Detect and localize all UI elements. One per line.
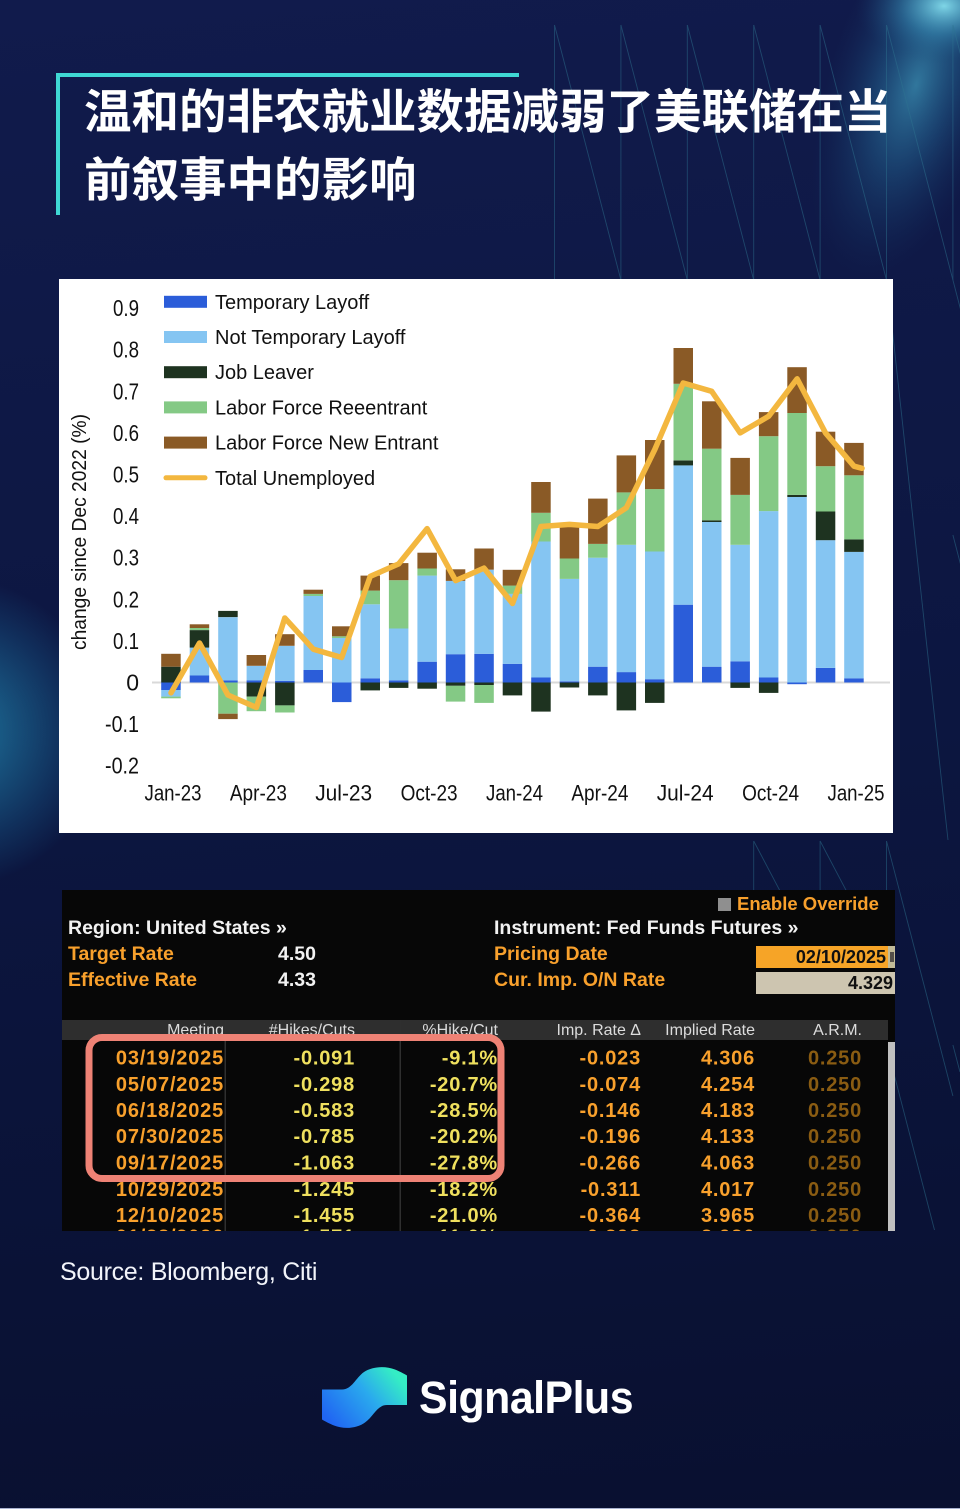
svg-text:-0.091: -0.091 <box>293 1048 355 1070</box>
svg-text:0.5: 0.5 <box>113 462 139 488</box>
svg-text:Cur. Imp. O/N Rate: Cur. Imp. O/N Rate <box>494 969 665 991</box>
svg-text:01/28/2026: 01/28/2026 <box>116 1227 224 1232</box>
svg-text:3.936: 3.936 <box>701 1227 755 1232</box>
svg-text:3.965: 3.965 <box>701 1205 755 1227</box>
svg-text:Target Rate: Target Rate <box>68 943 174 965</box>
svg-text:02/10/2025: 02/10/2025 <box>796 947 886 967</box>
svg-text:03/19/2025: 03/19/2025 <box>116 1048 224 1070</box>
svg-text:-0.298: -0.298 <box>293 1074 355 1096</box>
svg-text:Effective Rate: Effective Rate <box>68 969 197 991</box>
svg-text:-0.023: -0.023 <box>579 1048 641 1070</box>
svg-text:09/17/2025: 09/17/2025 <box>116 1153 224 1175</box>
svg-text:A.R.M.: A.R.M. <box>813 1022 862 1039</box>
svg-text:0.250: 0.250 <box>808 1048 862 1070</box>
svg-text:4.254: 4.254 <box>701 1074 755 1096</box>
svg-text:Apr-23: Apr-23 <box>230 781 287 806</box>
svg-text:-11.6%: -11.6% <box>431 1227 498 1232</box>
svg-text:-0.311: -0.311 <box>581 1179 641 1201</box>
svg-text:-0.2: -0.2 <box>105 753 139 779</box>
svg-text:0.6: 0.6 <box>113 420 139 446</box>
svg-text:change since Dec 2022 (%): change since Dec 2022 (%) <box>69 414 91 650</box>
svg-text:05/07/2025: 05/07/2025 <box>116 1074 224 1096</box>
svg-text:06/18/2025: 06/18/2025 <box>116 1100 224 1122</box>
svg-text:4.017: 4.017 <box>701 1179 755 1201</box>
svg-text:0.9: 0.9 <box>113 295 139 321</box>
svg-text:Jan-24: Jan-24 <box>486 781 543 806</box>
svg-text:-0.266: -0.266 <box>579 1153 641 1175</box>
svg-text:4.183: 4.183 <box>701 1100 755 1122</box>
svg-text:-1.063: -1.063 <box>293 1153 355 1175</box>
svg-text:-0.785: -0.785 <box>293 1126 355 1148</box>
svg-text:-1.571: -1.571 <box>293 1227 355 1232</box>
svg-text:-27.8%: -27.8% <box>430 1153 498 1175</box>
svg-text:-0.583: -0.583 <box>293 1100 355 1122</box>
svg-text:Oct-23: Oct-23 <box>401 781 458 806</box>
svg-text:Jan-23: Jan-23 <box>145 781 202 806</box>
svg-text:Jul-23: Jul-23 <box>315 781 372 806</box>
svg-text:-20.2%: -20.2% <box>430 1126 498 1148</box>
svg-text:Enable Override: Enable Override <box>737 893 879 914</box>
svg-text:0.3: 0.3 <box>113 545 139 571</box>
svg-text:-0.1: -0.1 <box>105 711 139 737</box>
svg-text:-0.074: -0.074 <box>579 1074 641 1096</box>
svg-text:-0.364: -0.364 <box>579 1205 641 1227</box>
svg-text:Total Unemployed: Total Unemployed <box>215 468 375 490</box>
svg-text:0.1: 0.1 <box>113 628 139 654</box>
svg-text:0.250: 0.250 <box>808 1179 862 1201</box>
svg-text:-18.2%: -18.2% <box>430 1179 498 1201</box>
svg-text:4.306: 4.306 <box>701 1048 755 1070</box>
svg-text:4.063: 4.063 <box>701 1153 755 1175</box>
svg-text:0.250: 0.250 <box>808 1126 862 1148</box>
svg-text:-1.245: -1.245 <box>293 1179 355 1201</box>
svg-text:0.250: 0.250 <box>808 1227 862 1232</box>
svg-text:0.7: 0.7 <box>113 378 139 404</box>
svg-text:Pricing Date: Pricing Date <box>494 943 608 965</box>
svg-text:Apr-24: Apr-24 <box>571 781 628 806</box>
svg-text:Labor Force Reeentrant: Labor Force Reeentrant <box>215 397 428 419</box>
svg-text:-0.393: -0.393 <box>579 1227 641 1232</box>
svg-text:Not Temporary Layoff: Not Temporary Layoff <box>215 327 406 349</box>
svg-text:-0.196: -0.196 <box>579 1126 641 1148</box>
svg-text:Region: United States »: Region: United States » <box>68 917 287 939</box>
svg-text:4.50: 4.50 <box>278 943 316 965</box>
svg-text:07/30/2025: 07/30/2025 <box>116 1126 224 1148</box>
svg-text:0.250: 0.250 <box>808 1100 862 1122</box>
svg-text:0.4: 0.4 <box>113 503 139 529</box>
svg-text:0.250: 0.250 <box>808 1205 862 1227</box>
svg-text:Imp. Rate Δ: Imp. Rate Δ <box>557 1022 642 1039</box>
svg-text:0.250: 0.250 <box>808 1074 862 1096</box>
svg-text:4.133: 4.133 <box>701 1126 755 1148</box>
svg-text:-1.455: -1.455 <box>293 1205 355 1227</box>
svg-text:-20.7%: -20.7% <box>430 1074 498 1096</box>
svg-text:-9.1%: -9.1% <box>442 1048 498 1070</box>
svg-text:-28.5%: -28.5% <box>430 1100 498 1122</box>
svg-text:Labor Force New Entrant: Labor Force New Entrant <box>215 433 439 455</box>
svg-text:4.329: 4.329 <box>848 973 893 993</box>
svg-text:Jan-25: Jan-25 <box>828 781 885 806</box>
svg-text:Job Leaver: Job Leaver <box>215 362 314 384</box>
svg-text:0.250: 0.250 <box>808 1153 862 1175</box>
svg-text:12/10/2025: 12/10/2025 <box>116 1205 224 1227</box>
svg-text:0.2: 0.2 <box>113 586 139 612</box>
svg-text:0.8: 0.8 <box>113 337 139 363</box>
svg-text:4.33: 4.33 <box>278 969 316 991</box>
svg-text:0: 0 <box>126 670 139 696</box>
svg-text:10/29/2025: 10/29/2025 <box>116 1179 224 1201</box>
svg-text:-0.146: -0.146 <box>579 1100 641 1122</box>
svg-text:Implied Rate: Implied Rate <box>665 1022 755 1039</box>
svg-text:Temporary Layoff: Temporary Layoff <box>215 292 370 314</box>
svg-text:Oct-24: Oct-24 <box>742 781 799 806</box>
svg-text:Jul-24: Jul-24 <box>657 781 714 806</box>
svg-text:-21.0%: -21.0% <box>430 1205 498 1227</box>
svg-text:Instrument: Fed Funds Futures: Instrument: Fed Funds Futures » <box>494 917 798 939</box>
